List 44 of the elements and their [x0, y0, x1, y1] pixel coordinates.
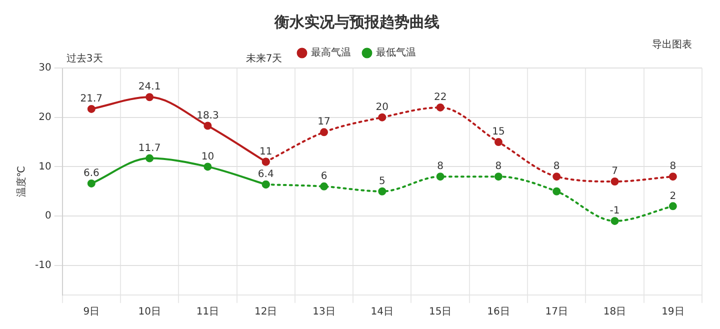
x-tick-label: 10日: [138, 306, 161, 318]
x-tick-label: 14日: [370, 306, 394, 318]
data-label: -1: [610, 206, 620, 217]
data-label: 11: [259, 146, 272, 158]
text: 未来7天: [246, 52, 282, 65]
y-tick-label: 10: [38, 161, 52, 172]
data-label: 8: [495, 161, 502, 172]
y-tick-label: 30: [38, 62, 52, 74]
data-label: 24.1: [138, 82, 161, 93]
data-label: 8: [553, 161, 560, 172]
x-tick-label: 18日: [603, 306, 626, 318]
y-axis-title: 温度℃: [16, 166, 28, 198]
data-label: 5: [378, 176, 386, 187]
data-label: 17: [318, 116, 330, 128]
data-label: 8: [670, 161, 676, 172]
x-tick-label: 12日: [254, 306, 278, 318]
data-label: 6.4: [258, 169, 274, 180]
data-label: 6.6: [83, 168, 100, 180]
chart-title: 衡水实况与预报趋势曲线: [274, 12, 440, 31]
x-tick-label: 15日: [428, 306, 452, 318]
x-tick-label: 16日: [487, 306, 510, 318]
data-label: 22: [434, 92, 447, 104]
y-tick-label: 0: [44, 210, 52, 222]
y-tick-label: -10: [34, 260, 52, 271]
data-label: 20: [376, 102, 389, 113]
data-label: 2: [670, 190, 676, 202]
text: 过去3天: [66, 52, 103, 65]
legend-label: 最低气温: [376, 46, 416, 59]
x-tick-label: 11日: [196, 306, 220, 318]
x-tick-label: 9日: [83, 306, 100, 318]
data-label: 21.7: [80, 94, 103, 105]
y-tick-label: 20: [38, 112, 52, 123]
data-label: 7: [612, 166, 618, 178]
data-label: 6: [320, 171, 328, 182]
x-tick-label: 13日: [312, 306, 336, 318]
legend-label: 最高气温: [311, 46, 351, 59]
data-label: 10: [201, 151, 214, 162]
text: 导出图表: [652, 38, 692, 51]
x-tick-label: 17日: [545, 306, 568, 318]
x-tick-label: 19日: [662, 306, 684, 318]
data-label: 11.7: [138, 142, 161, 154]
data-label: 8: [437, 161, 444, 172]
data-label: 18.3: [196, 110, 219, 122]
data-label: 15: [492, 126, 505, 138]
